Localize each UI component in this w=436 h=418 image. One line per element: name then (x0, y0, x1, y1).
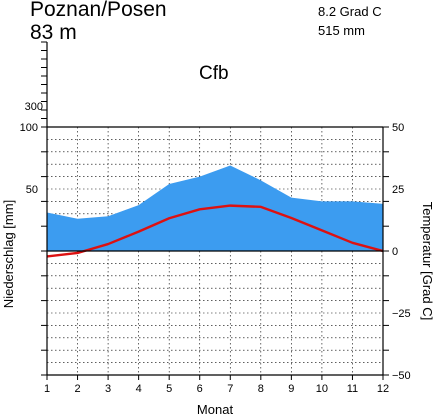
left-axis-title: Niederschlag [mm] (1, 200, 16, 308)
station-name: Poznan/Posen (30, 0, 167, 21)
x-tick-label: 3 (105, 383, 111, 395)
x-tick-label: 7 (227, 383, 233, 395)
x-tick-label: 8 (258, 383, 264, 395)
x-tick-label: 1 (44, 383, 50, 395)
temperature-line (46, 204, 384, 258)
x-tick-label: 2 (74, 383, 80, 395)
annual-temperature: 8.2 Grad C (318, 4, 382, 19)
x-tick-label: 11 (347, 383, 358, 395)
left-tick-label: 50 (26, 184, 38, 196)
right-tick-label: −25 (392, 308, 411, 320)
x-tick-label: 12 (377, 383, 389, 395)
x-axis-title: Monat (197, 402, 234, 417)
right-tick-label: 50 (392, 122, 404, 134)
right-axis-title: Temperatur [Grad C] (420, 202, 435, 321)
x-tick-label: 5 (166, 383, 172, 395)
station-elevation: 83 m (30, 21, 77, 44)
plot-frame (46, 126, 384, 376)
left-tick-label: 100 (20, 122, 38, 134)
annual-precipitation: 515 mm (318, 23, 365, 38)
x-tick-label: 6 (197, 383, 203, 395)
upper-precipitation-scale: 300 (25, 41, 48, 128)
x-tick-label: 9 (288, 383, 294, 395)
x-tick-label: 10 (316, 383, 328, 395)
right-tick-label: 25 (392, 184, 404, 196)
right-tick-label: 0 (392, 246, 398, 258)
upper-tick-label: 300 (25, 101, 43, 113)
climate-classification: Cfb (199, 63, 229, 84)
x-tick-label: 4 (136, 383, 142, 395)
right-tick-label: −50 (392, 370, 411, 382)
